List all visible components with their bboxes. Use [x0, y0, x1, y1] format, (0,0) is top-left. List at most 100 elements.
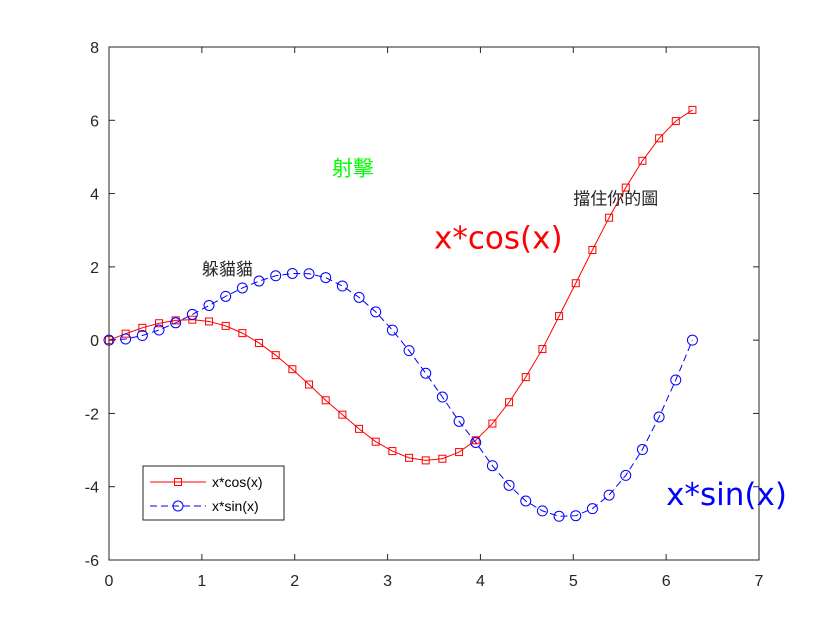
data-point — [438, 454, 447, 463]
y-tick-label: -6 — [85, 553, 99, 570]
x-tick-label: 5 — [569, 573, 578, 590]
series-line-1 — [108, 272, 693, 517]
x-tick-label: 2 — [290, 573, 299, 590]
y-tick-label: 8 — [90, 40, 99, 57]
annotation-text: x*sin(x) — [666, 477, 787, 513]
annotation-text: 擋住你的圖 — [573, 190, 658, 210]
legend-marker — [174, 478, 182, 486]
data-point — [520, 495, 532, 507]
data-point — [621, 183, 630, 192]
data-point — [538, 345, 547, 354]
data-point — [470, 436, 482, 448]
data-point — [571, 279, 580, 288]
data-point — [686, 334, 698, 346]
y-tick-label: -4 — [85, 480, 99, 497]
x-tick-label: 1 — [197, 573, 206, 590]
data-point — [255, 338, 264, 347]
data-point — [203, 299, 215, 311]
data-point — [638, 156, 647, 165]
data-point — [505, 398, 514, 407]
series-line-0 — [108, 109, 693, 461]
data-point — [455, 448, 464, 457]
data-point — [303, 268, 315, 280]
x-tick-label: 0 — [105, 573, 114, 590]
data-point — [270, 270, 282, 282]
data-point — [288, 365, 297, 374]
data-point — [403, 345, 415, 357]
legend-label: x*cos(x) — [212, 474, 263, 490]
data-point — [486, 460, 498, 472]
data-point — [536, 505, 548, 517]
data-point — [355, 424, 364, 433]
data-point — [286, 267, 298, 279]
data-point — [588, 245, 597, 254]
data-point — [570, 510, 582, 522]
data-point — [688, 105, 697, 114]
data-point — [405, 453, 414, 462]
data-point — [453, 415, 465, 427]
data-point — [220, 290, 232, 302]
data-point — [603, 489, 615, 501]
data-point — [371, 437, 380, 446]
data-point — [155, 319, 164, 328]
data-point — [136, 330, 148, 342]
data-point — [653, 411, 665, 423]
data-point — [205, 317, 214, 326]
data-point — [370, 306, 382, 318]
data-point — [305, 380, 314, 389]
legend-marker — [172, 500, 184, 512]
y-tick-label: 2 — [90, 260, 99, 277]
data-point — [605, 213, 614, 222]
data-point — [586, 503, 598, 515]
legend-box — [142, 465, 285, 521]
data-point — [170, 317, 182, 329]
data-point — [188, 315, 197, 324]
data-point — [555, 312, 564, 321]
data-point — [336, 280, 348, 292]
annotation-text: 射擊 — [332, 156, 374, 180]
data-point — [320, 272, 332, 284]
data-point — [386, 324, 398, 336]
axes-box — [108, 46, 760, 561]
data-point — [171, 316, 180, 325]
data-point — [671, 117, 680, 126]
data-point — [138, 323, 147, 332]
data-point — [388, 447, 397, 456]
data-point — [353, 291, 365, 303]
data-point — [186, 308, 198, 320]
data-point — [521, 373, 530, 382]
data-point — [421, 456, 430, 465]
x-tick-label: 7 — [755, 573, 764, 590]
legend-label: x*sin(x) — [212, 498, 259, 514]
data-point — [636, 444, 648, 456]
data-point — [655, 134, 664, 143]
y-tick-label: 0 — [90, 333, 99, 350]
x-tick-label: 4 — [476, 573, 485, 590]
data-point — [120, 333, 132, 345]
data-point — [238, 329, 247, 338]
y-tick-label: 4 — [90, 187, 99, 204]
data-point — [236, 282, 248, 294]
data-point — [620, 469, 632, 481]
annotation-text: x*cos(x) — [434, 221, 563, 257]
data-point — [271, 351, 280, 360]
data-point — [153, 324, 165, 336]
data-point — [121, 329, 130, 338]
y-tick-label: 6 — [90, 113, 99, 130]
data-point — [253, 275, 265, 287]
y-tick-label: -2 — [85, 406, 99, 423]
x-tick-label: 3 — [383, 573, 392, 590]
annotation-text: 躲貓貓 — [202, 260, 253, 280]
data-point — [471, 436, 480, 445]
data-point — [321, 396, 330, 405]
data-point — [436, 391, 448, 403]
data-point — [488, 419, 497, 428]
data-point — [670, 374, 682, 386]
x-tick-label: 6 — [662, 573, 671, 590]
data-point — [221, 321, 230, 330]
data-point — [503, 479, 515, 491]
data-point — [420, 367, 432, 379]
data-point — [338, 410, 347, 419]
